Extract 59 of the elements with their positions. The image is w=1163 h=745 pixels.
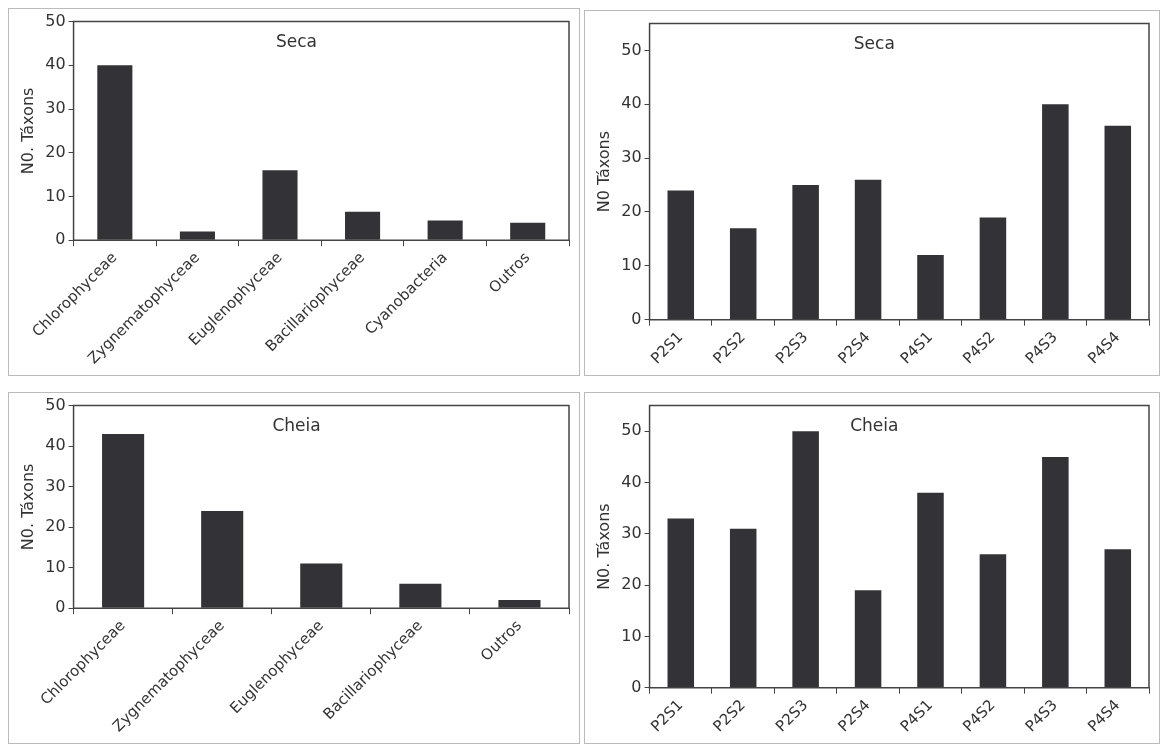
y-tick-label: 30 (45, 475, 66, 495)
bar (917, 255, 944, 320)
y-axis-title: N0 Táxons (593, 130, 613, 213)
bar (399, 583, 442, 608)
y-tick-label: 30 (621, 522, 642, 542)
bar (1104, 125, 1132, 320)
bar (179, 231, 215, 240)
y-tick-label: 50 (621, 420, 642, 440)
bar (667, 518, 695, 688)
bar (300, 563, 343, 608)
y-tick-label: 10 (621, 625, 642, 645)
bar (97, 65, 133, 240)
y-tick-label: 0 (55, 597, 66, 617)
bar (262, 170, 298, 240)
y-axis-title: N0. Táxons (17, 87, 37, 175)
bar (917, 492, 944, 688)
bar (1042, 104, 1069, 320)
bar (979, 217, 1007, 320)
bar (1104, 549, 1132, 688)
y-tick-label: 50 (621, 39, 642, 59)
y-tick-label: 20 (45, 516, 66, 536)
bar (854, 179, 882, 320)
y-tick-label: 40 (621, 471, 642, 491)
bar (201, 510, 244, 608)
y-tick-label: 40 (45, 54, 66, 74)
text: Cheia (272, 414, 321, 435)
y-axis-title: N0. Táxons (593, 503, 613, 590)
y-tick-label: 20 (621, 574, 642, 594)
bar (729, 228, 757, 320)
y-tick-label: 20 (45, 141, 66, 161)
bar (510, 222, 546, 240)
text: Seca (853, 32, 895, 53)
y-tick-label: 50 (45, 10, 66, 30)
y-axis-title: N0. Táxons (17, 463, 37, 551)
text: Cheia (850, 414, 899, 435)
bar (792, 185, 819, 320)
y-tick-label: 20 (621, 201, 642, 221)
bar (979, 554, 1007, 688)
y-tick-label: 40 (621, 93, 642, 113)
y-tick-label: 10 (45, 556, 66, 576)
text: Seca (276, 30, 318, 51)
bar (729, 528, 757, 688)
bar (1042, 456, 1069, 688)
y-tick-label: 30 (45, 98, 66, 118)
bar (498, 600, 541, 608)
y-tick-label: 0 (631, 308, 642, 328)
y-tick-label: 0 (55, 229, 66, 249)
bar (792, 431, 819, 688)
y-tick-label: 40 (45, 435, 66, 455)
bar (102, 433, 145, 608)
bar (854, 590, 882, 688)
y-tick-label: 30 (621, 147, 642, 167)
bar (345, 211, 381, 240)
y-tick-label: 10 (621, 254, 642, 274)
y-tick-label: 0 (631, 676, 642, 696)
y-tick-label: 50 (45, 394, 66, 414)
y-tick-label: 10 (45, 185, 66, 205)
bar (427, 220, 463, 240)
bar (667, 190, 695, 320)
